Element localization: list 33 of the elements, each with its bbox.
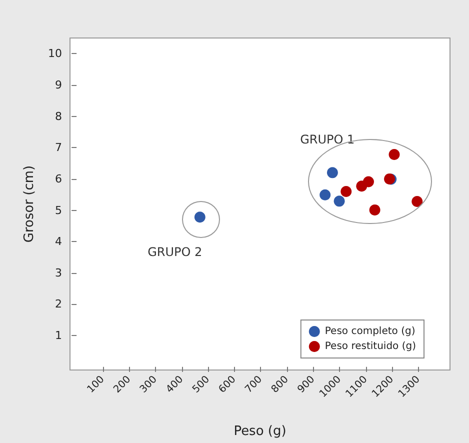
x-tick-label: 100	[86, 374, 107, 396]
x-tick-label: 300	[138, 374, 160, 396]
y-tick-label: 10	[48, 47, 62, 60]
x-axis-title: Peso (g)	[234, 424, 286, 439]
y-axis-title: Grosor (cm)	[22, 165, 37, 243]
y-tick-label: 8	[55, 110, 62, 123]
y-tick-label: 2	[55, 298, 62, 311]
point	[340, 186, 352, 197]
x-tick-label: 800	[270, 374, 291, 396]
x-tick-label: 700	[243, 374, 265, 396]
point	[369, 204, 380, 216]
point	[388, 149, 400, 160]
x-tick-label: 900	[296, 374, 318, 396]
y-tick-label: 9	[55, 78, 62, 92]
annotation: GRUPO 1	[300, 132, 355, 146]
y-tick-label: 4	[55, 235, 62, 248]
legend-label: Peso restituido (g)	[324, 341, 416, 352]
point	[362, 176, 374, 188]
y-tick-label: 1	[55, 329, 62, 342]
x-tick-label: 600	[216, 374, 238, 396]
point	[334, 196, 345, 207]
point	[320, 189, 331, 200]
x-tick-label: 200	[112, 374, 134, 396]
y-tick-label: 5	[55, 204, 62, 217]
annotation: GRUPO 2	[148, 245, 202, 260]
legend-label: Peso completo (g)	[324, 326, 416, 337]
point	[412, 196, 423, 207]
x-tick-label: 400	[164, 374, 186, 396]
y-tick-label: 3	[55, 266, 62, 280]
point	[326, 167, 338, 178]
x-tick-label: 500	[190, 374, 212, 396]
y-tick-label: 6	[55, 172, 62, 186]
y-tick-label: 7	[55, 141, 62, 154]
